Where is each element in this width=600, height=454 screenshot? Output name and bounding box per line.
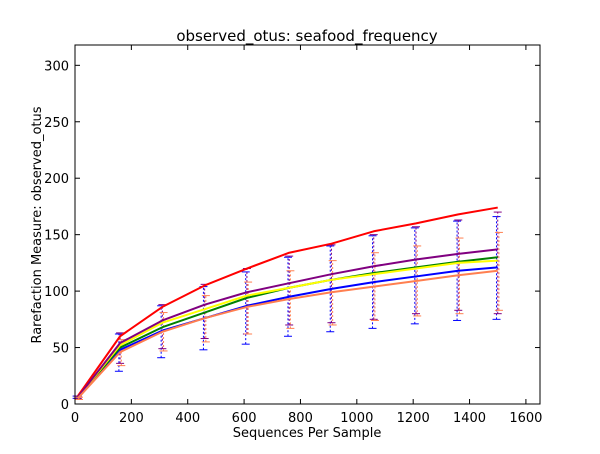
y-tick-label: 100 — [44, 285, 69, 300]
x-tick-label: 600 — [232, 411, 257, 426]
y-tick-label: 200 — [44, 172, 69, 187]
x-tick-label: 200 — [119, 411, 144, 426]
plot-frame — [74, 44, 541, 405]
series-line-4 — [77, 248, 498, 398]
y-tick-label: 50 — [52, 342, 69, 357]
series-line-3 — [77, 259, 498, 398]
series-lines — [77, 206, 498, 400]
x-tick-label: 1400 — [453, 411, 486, 426]
x-tick-label: 0 — [71, 411, 79, 426]
series-line-2 — [77, 206, 498, 397]
axis-ticks: 0 200 400 600 800 1000 1200 1400 1600 0 50 100 150 20… — [44, 45, 542, 426]
y-tick-label: 150 — [44, 229, 69, 244]
series-line-5 — [77, 269, 498, 400]
x-tick-label: 800 — [288, 411, 313, 426]
x-tick-label: 400 — [175, 411, 200, 426]
y-tick-label: 250 — [44, 116, 69, 131]
error-bars — [72, 211, 503, 400]
x-tick-label: 1600 — [509, 411, 542, 426]
x-tick-label: 1200 — [397, 411, 430, 426]
y-tick-label: 0 — [61, 398, 69, 413]
y-tick-label: 300 — [44, 59, 69, 74]
series-line-0 — [77, 266, 498, 398]
x-axis-label: Sequences Per Sample — [233, 426, 382, 441]
x-tick-label: 1000 — [340, 411, 373, 426]
chart-title: observed_otus: seafood_frequency — [176, 27, 437, 46]
y-axis-label: Rarefaction Measure: observed_otus — [30, 106, 45, 343]
